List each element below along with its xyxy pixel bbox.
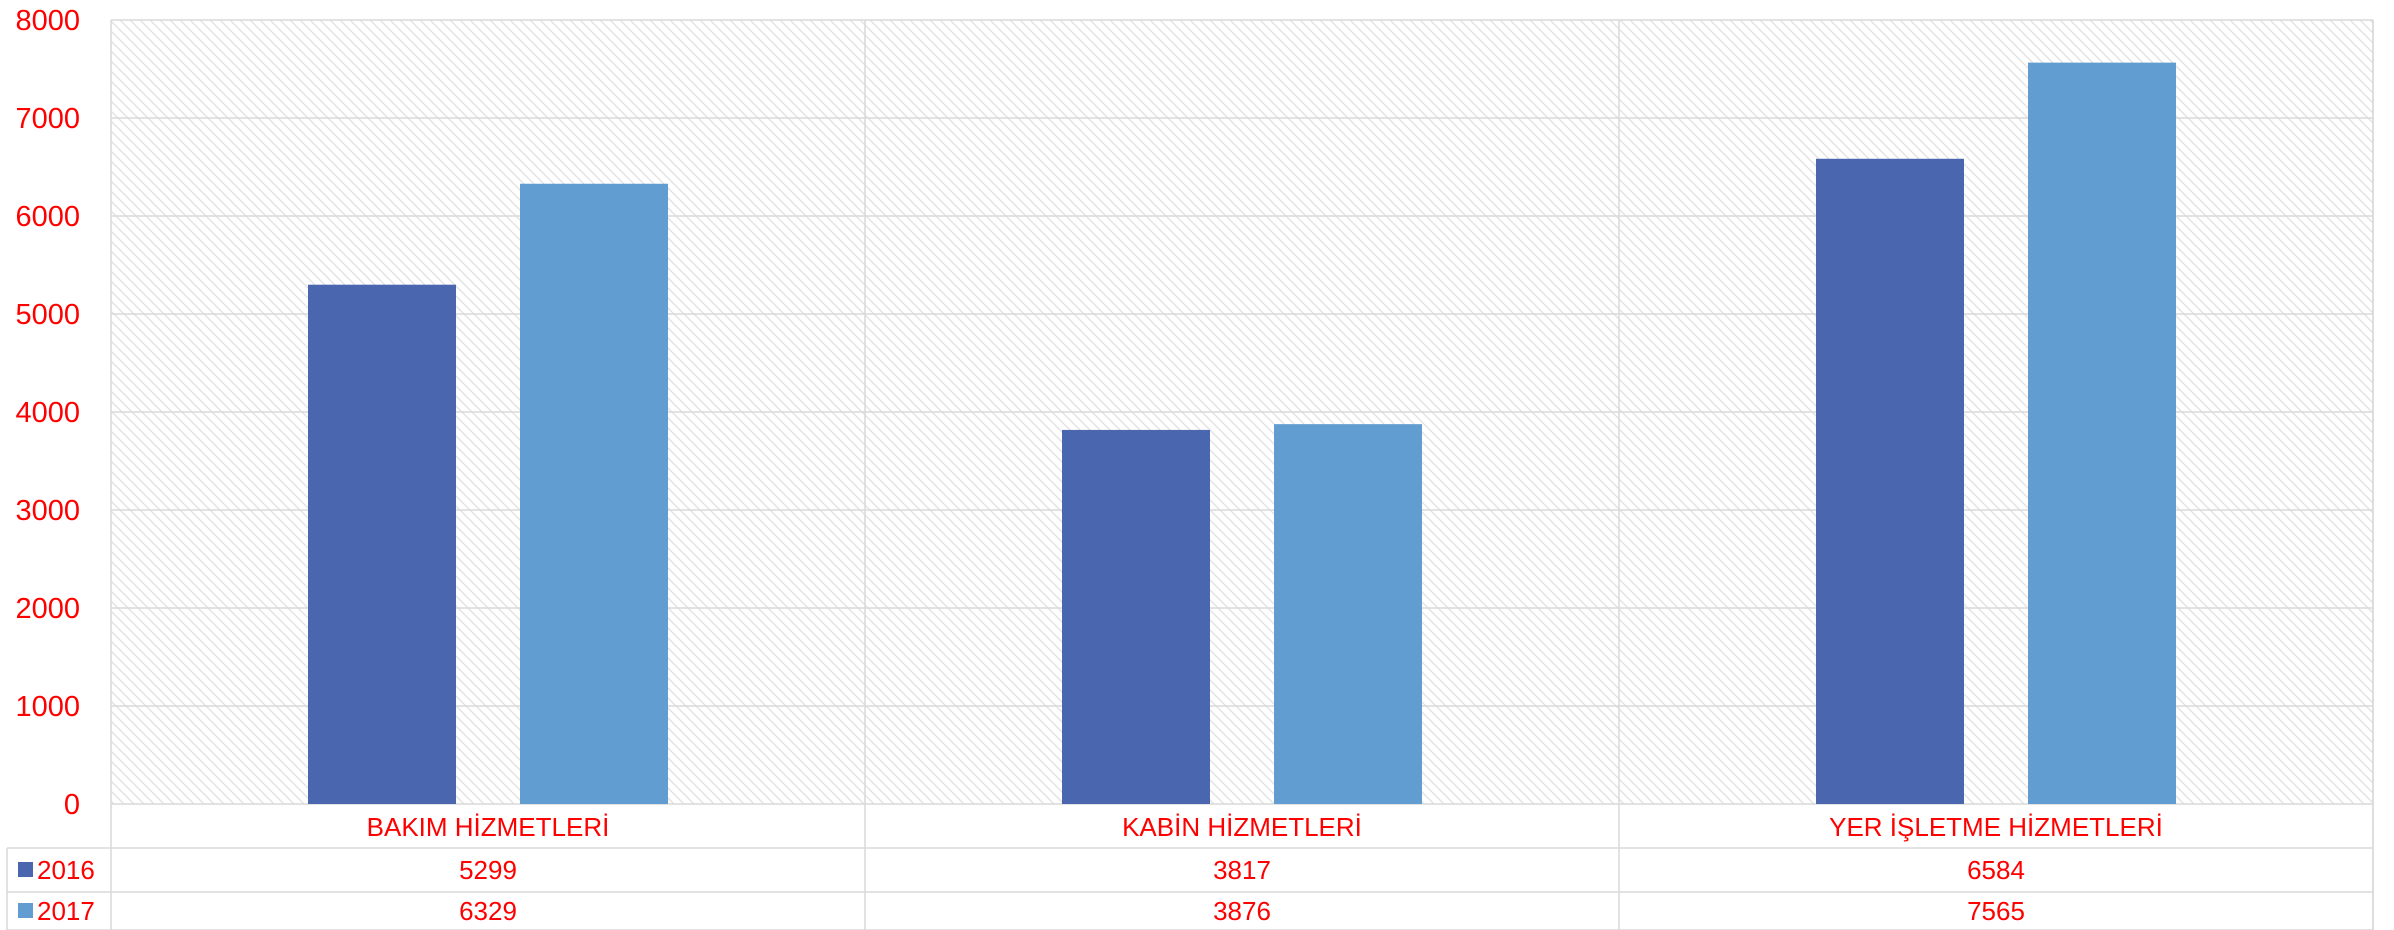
category-label: BAKIM HİZMETLERİ xyxy=(367,812,610,842)
bar xyxy=(308,284,456,804)
y-axis-ticks: 0 1000 2000 3000 4000 5000 6000 7000 8000 xyxy=(15,5,80,821)
data-label: 6329 xyxy=(459,896,517,926)
data-label: 5299 xyxy=(459,855,517,885)
data-label: 7565 xyxy=(1967,896,2025,926)
category-label: KABİN HİZMETLERİ xyxy=(1122,812,1362,842)
y-tick-label: 6000 xyxy=(15,201,80,233)
y-tick-label: 2000 xyxy=(15,593,80,625)
bars xyxy=(308,62,2176,804)
data-label: 3817 xyxy=(1213,855,1271,885)
y-tick-label: 1000 xyxy=(15,691,80,723)
bar xyxy=(2028,62,2176,804)
y-tick-label: 3000 xyxy=(15,495,80,527)
y-tick-label: 7000 xyxy=(15,103,80,135)
bar xyxy=(1274,424,1422,804)
gridlines xyxy=(110,19,2374,930)
legend-label: 2016 xyxy=(37,855,95,885)
y-tick-label: 0 xyxy=(64,789,80,821)
legend-label: 2017 xyxy=(37,896,95,926)
bar xyxy=(1062,429,1210,804)
bar xyxy=(1816,158,1964,804)
y-tick-label: 4000 xyxy=(15,397,80,429)
legend-key xyxy=(18,903,33,918)
category-label: YER İŞLETME HİZMETLERİ xyxy=(1829,812,2163,842)
y-tick-label: 8000 xyxy=(15,5,80,37)
legend-key xyxy=(18,862,33,877)
data-table: BAKIM HİZMETLERİ KABİN HİZMETLERİ YER İŞLE… xyxy=(6,20,2374,930)
y-tick-label: 5000 xyxy=(15,299,80,331)
data-label: 6584 xyxy=(1967,855,2025,885)
bar xyxy=(520,183,668,804)
data-label: 3876 xyxy=(1213,896,1271,926)
